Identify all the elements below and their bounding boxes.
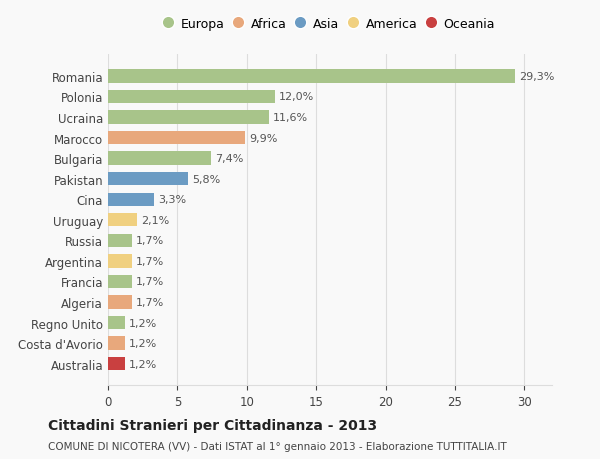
Text: 1,7%: 1,7% — [136, 256, 164, 266]
Text: 7,4%: 7,4% — [215, 154, 243, 164]
Text: 1,2%: 1,2% — [129, 318, 157, 328]
Bar — [108, 152, 211, 165]
Bar — [108, 70, 515, 84]
Text: 1,7%: 1,7% — [136, 297, 164, 308]
Text: 1,2%: 1,2% — [129, 338, 157, 348]
Bar — [108, 357, 125, 370]
Text: Cittadini Stranieri per Cittadinanza - 2013: Cittadini Stranieri per Cittadinanza - 2… — [48, 418, 377, 431]
Text: COMUNE DI NICOTERA (VV) - Dati ISTAT al 1° gennaio 2013 - Elaborazione TUTTITALI: COMUNE DI NICOTERA (VV) - Dati ISTAT al … — [48, 441, 507, 451]
Text: 3,3%: 3,3% — [158, 195, 186, 205]
Bar — [108, 275, 131, 289]
Text: 11,6%: 11,6% — [273, 113, 308, 123]
Text: 12,0%: 12,0% — [278, 92, 314, 102]
Text: 5,8%: 5,8% — [193, 174, 221, 185]
Bar — [108, 193, 154, 207]
Bar — [108, 173, 188, 186]
Text: 1,7%: 1,7% — [136, 236, 164, 246]
Bar — [108, 111, 269, 124]
Bar — [108, 132, 245, 145]
Text: 29,3%: 29,3% — [519, 72, 554, 82]
Bar — [108, 234, 131, 247]
Text: 1,2%: 1,2% — [129, 359, 157, 369]
Bar — [108, 337, 125, 350]
Text: 1,7%: 1,7% — [136, 277, 164, 287]
Bar — [108, 90, 275, 104]
Text: 2,1%: 2,1% — [142, 215, 170, 225]
Bar — [108, 296, 131, 309]
Text: 9,9%: 9,9% — [250, 133, 278, 143]
Bar — [108, 316, 125, 330]
Bar — [108, 213, 137, 227]
Bar — [108, 255, 131, 268]
Legend: Europa, Africa, Asia, America, Oceania: Europa, Africa, Asia, America, Oceania — [165, 18, 495, 31]
